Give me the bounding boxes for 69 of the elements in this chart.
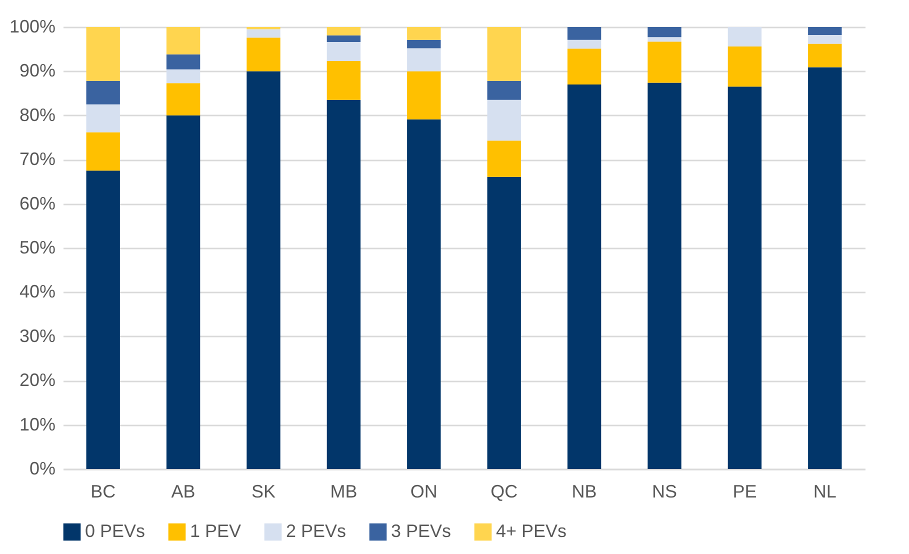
legend-label: 3 PEVs <box>391 521 452 541</box>
bar <box>648 27 682 38</box>
x-tick-label: NL <box>813 482 836 502</box>
bar <box>407 27 441 40</box>
x-tick-label: NB <box>572 482 597 502</box>
bar <box>487 140 521 177</box>
bar <box>166 115 200 469</box>
bar <box>487 80 521 100</box>
x-tick-label: BC <box>90 482 116 502</box>
bar <box>728 46 762 87</box>
bar <box>567 84 602 469</box>
y-tick-label: 60% <box>19 193 56 214</box>
bar <box>648 37 682 42</box>
bar <box>246 71 280 469</box>
x-tick-label: QC <box>490 482 518 502</box>
y-tick-label: 40% <box>19 282 56 302</box>
bar <box>166 54 200 70</box>
y-tick-label: 80% <box>19 104 56 125</box>
bar <box>648 82 682 469</box>
bar <box>86 27 120 81</box>
legend-label: 4+ PEVs <box>496 521 567 541</box>
y-tick-label: 90% <box>19 60 56 81</box>
bar <box>808 34 842 44</box>
bar <box>487 100 521 141</box>
bar <box>808 44 842 68</box>
bar <box>808 67 842 469</box>
bar <box>567 48 602 84</box>
bar <box>86 80 120 104</box>
x-tick-label: NS <box>652 482 678 502</box>
bar <box>166 83 200 116</box>
y-tick-label: 10% <box>19 414 56 434</box>
legend-label: 1 PEV <box>190 521 242 541</box>
bar <box>86 132 120 171</box>
bar <box>166 69 200 84</box>
bar <box>407 48 441 72</box>
bar <box>728 27 762 46</box>
bar <box>808 27 842 35</box>
bar <box>166 27 200 54</box>
y-tick-label: 20% <box>19 370 56 390</box>
bar <box>326 35 361 42</box>
bar <box>728 86 762 469</box>
bar <box>487 176 521 469</box>
bar <box>648 42 682 83</box>
bar <box>567 40 602 49</box>
bar <box>326 42 361 62</box>
y-tick-label: 0% <box>29 458 56 478</box>
x-tick-label: ON <box>410 482 438 502</box>
bar <box>326 100 361 469</box>
x-tick-label: AB <box>171 482 196 502</box>
y-tick-label: 70% <box>19 149 56 170</box>
bar <box>246 29 280 38</box>
y-tick-label: 50% <box>19 238 56 258</box>
x-tick-label: PE <box>732 482 757 502</box>
y-tick-label: 30% <box>19 326 56 346</box>
bar <box>86 170 120 469</box>
y-tick-label: 100% <box>9 16 56 36</box>
bar <box>86 104 120 132</box>
x-tick-label: SK <box>251 482 276 502</box>
bar <box>407 119 441 469</box>
bar <box>246 38 280 72</box>
legend-label: 0 PEVs <box>85 521 146 541</box>
bar <box>407 71 441 120</box>
bar <box>567 27 602 40</box>
x-tick-label: MB <box>330 482 358 502</box>
bar <box>487 27 521 81</box>
bar <box>326 27 361 36</box>
legend-label: 2 PEVs <box>286 521 346 541</box>
bar <box>407 40 441 48</box>
bar <box>326 61 361 100</box>
